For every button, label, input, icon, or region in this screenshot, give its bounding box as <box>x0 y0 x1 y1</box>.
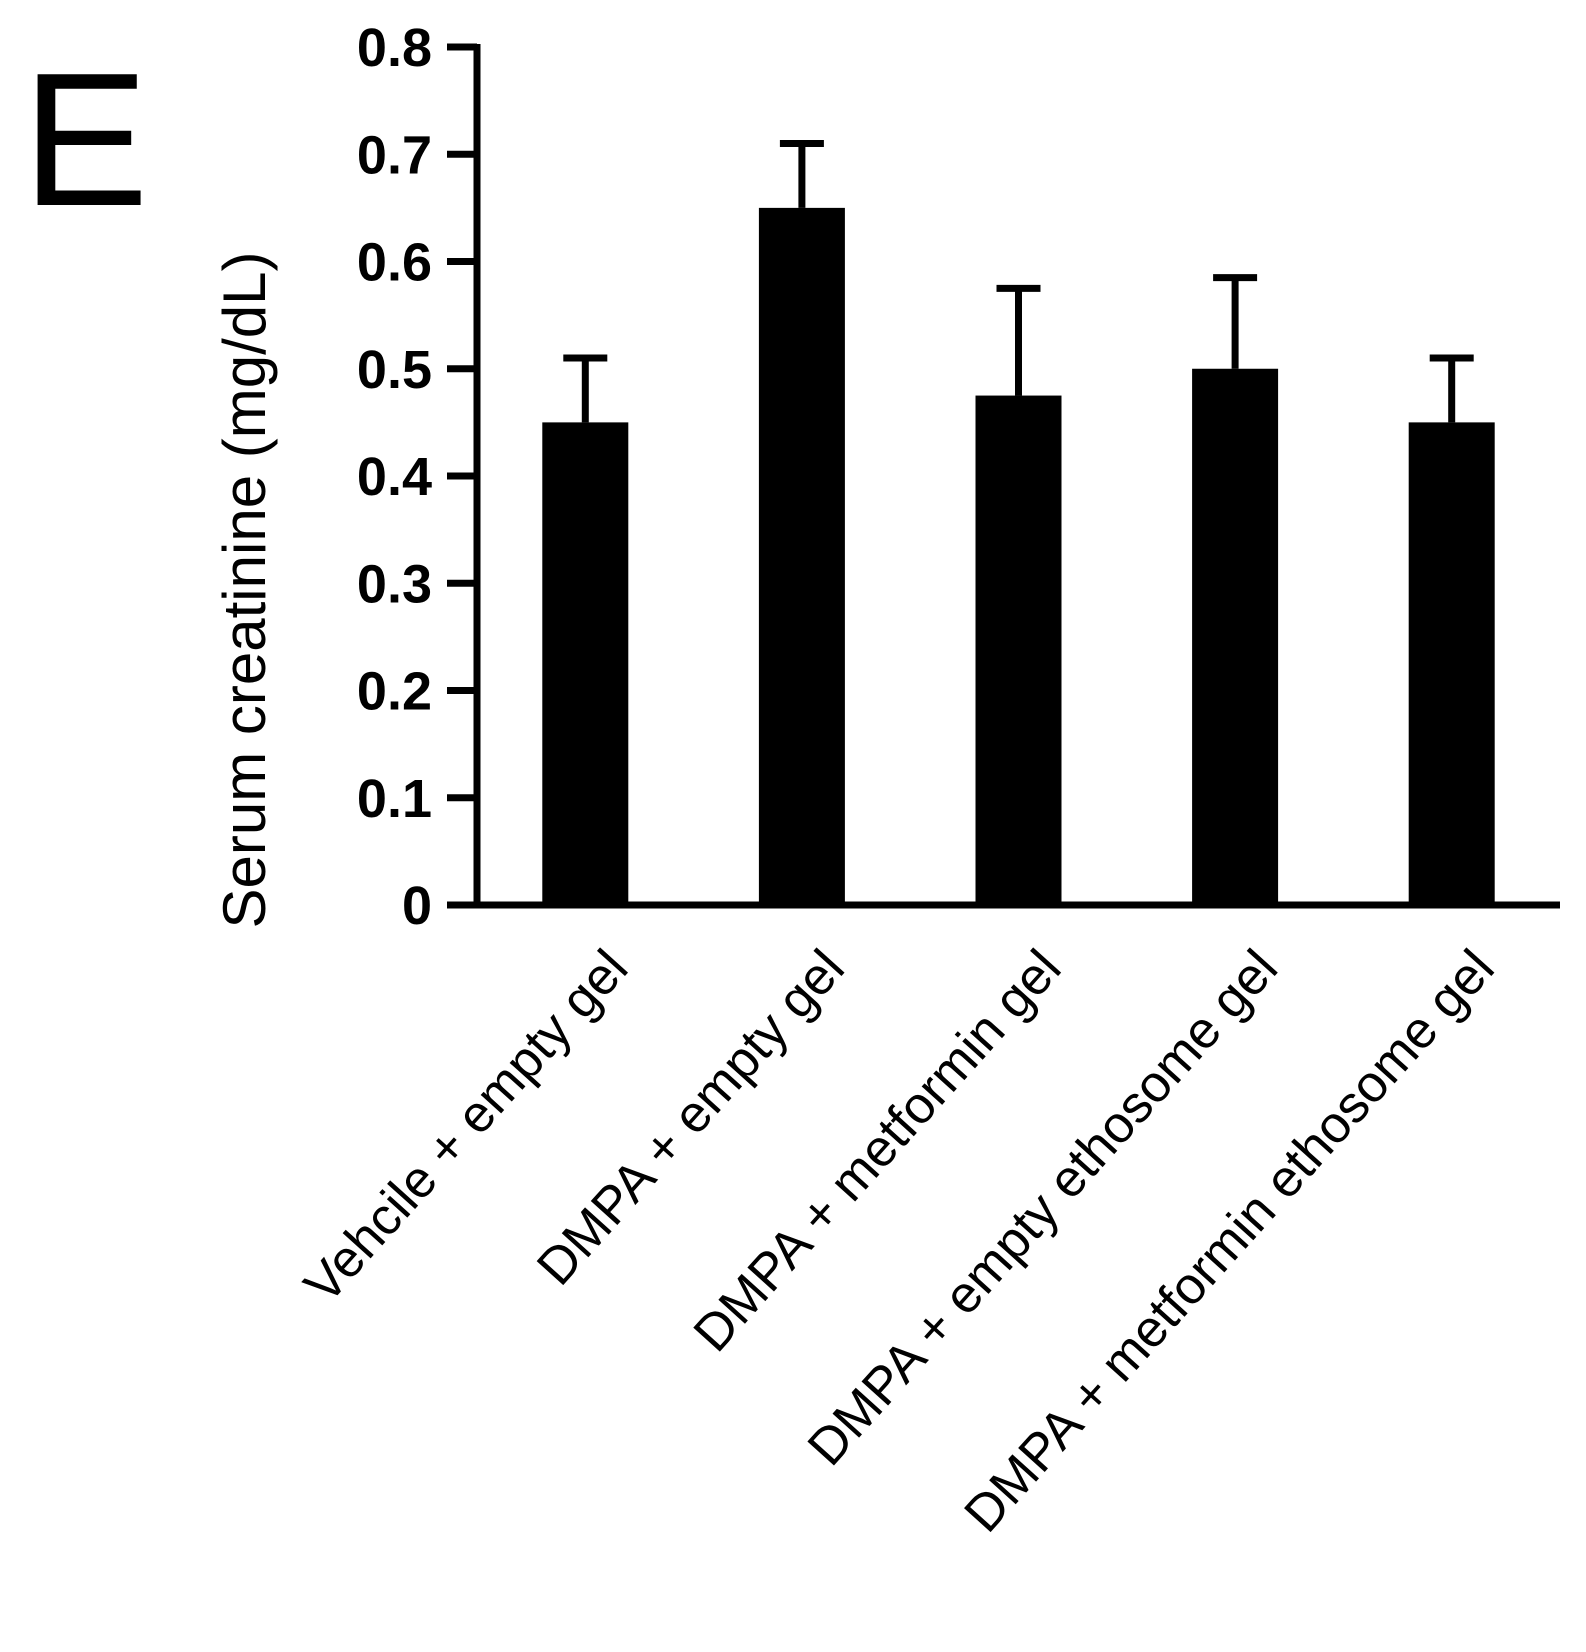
y-tick-label-4: 0.4 <box>357 447 432 507</box>
y-tick-label-7: 0.7 <box>357 125 432 185</box>
bar-1 <box>542 422 629 905</box>
panel-label: E <box>22 34 149 246</box>
y-tick-label-6: 0.6 <box>357 233 432 293</box>
y-tick-label-3: 0.3 <box>357 554 432 614</box>
x-category-label-4: DMPA + empty ethosome gel <box>797 939 1289 1476</box>
y-tick-labels: 0 0.1 0.2 0.3 0.4 0.5 0.6 0.7 0.8 <box>357 18 432 936</box>
error-bars-layer <box>563 140 1474 423</box>
axes-layer <box>447 43 1560 909</box>
bar-2 <box>758 207 845 905</box>
y-axis-title: Serum creatinine (mg/dL) <box>211 252 278 929</box>
y-tick-label-5: 0.5 <box>357 340 432 400</box>
bar-5 <box>1408 422 1495 905</box>
y-tick-label-1: 0.1 <box>357 769 432 829</box>
bar-4 <box>1192 368 1279 905</box>
y-tick-label-8: 0.8 <box>357 18 432 78</box>
y-tick-label-0: 0 <box>402 876 432 936</box>
bar-3 <box>975 395 1062 905</box>
x-category-label-3: DMPA + metformin gel <box>683 939 1073 1363</box>
bars-layer <box>542 207 1495 905</box>
y-tick-label-2: 0.2 <box>357 662 432 722</box>
